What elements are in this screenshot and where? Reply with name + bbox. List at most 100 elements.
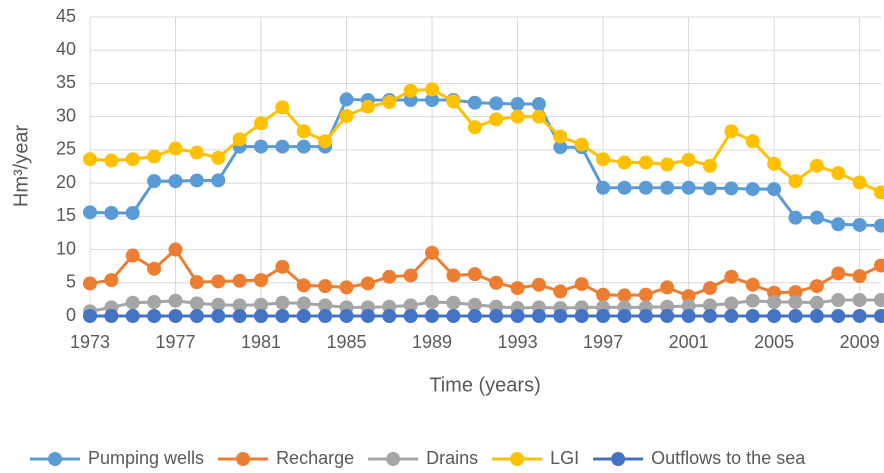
data-point	[425, 295, 440, 310]
data-point	[425, 245, 440, 260]
data-point	[745, 134, 760, 149]
legend-marker	[48, 452, 62, 466]
legend-marker	[611, 452, 626, 466]
data-point	[446, 268, 461, 283]
data-point	[745, 182, 760, 197]
x-axis-title: Time (years)	[429, 374, 540, 396]
series-line	[89, 247, 882, 298]
y-tick-label: 25	[56, 139, 76, 159]
data-point	[446, 309, 461, 323]
data-point	[211, 274, 226, 289]
y-tick-label: 45	[56, 6, 76, 26]
data-point	[425, 93, 440, 108]
data-point	[189, 309, 204, 323]
data-point	[788, 309, 803, 323]
data-point	[574, 277, 589, 292]
data-point	[510, 309, 525, 323]
data-point	[767, 309, 782, 323]
data-point	[617, 288, 632, 303]
data-point	[125, 206, 140, 221]
data-point	[339, 280, 354, 295]
data-point	[702, 281, 717, 296]
data-point	[874, 293, 884, 308]
data-point	[339, 109, 354, 124]
data-point	[168, 174, 183, 189]
data-point	[831, 266, 846, 281]
data-point	[809, 158, 824, 173]
data-point	[874, 258, 884, 273]
data-point	[617, 180, 632, 195]
data-point	[702, 298, 717, 313]
data-point	[788, 285, 803, 300]
data-point	[745, 277, 760, 292]
data-point	[638, 309, 653, 323]
data-point	[617, 155, 632, 170]
y-tick-label: 20	[56, 172, 76, 192]
data-point	[702, 181, 717, 196]
data-point	[403, 268, 418, 283]
data-point	[852, 175, 867, 190]
data-point	[638, 287, 653, 302]
data-point	[489, 96, 504, 111]
data-point	[211, 173, 226, 188]
data-point	[296, 124, 311, 139]
legend-label: LGI	[550, 448, 579, 468]
data-point	[681, 289, 696, 304]
data-point	[510, 281, 525, 296]
data-point	[596, 309, 611, 323]
x-tick-label: 1977	[155, 332, 195, 352]
data-point	[681, 180, 696, 195]
data-point	[702, 309, 717, 323]
y-tick-label: 10	[56, 238, 76, 258]
data-point	[168, 141, 183, 156]
data-point	[852, 309, 867, 323]
data-point	[531, 277, 546, 292]
data-point	[83, 276, 97, 291]
data-point	[681, 299, 696, 314]
data-point	[574, 309, 589, 323]
data-point	[83, 309, 97, 323]
data-point	[660, 280, 675, 295]
data-point	[809, 309, 824, 323]
data-point	[767, 295, 782, 310]
data-point	[531, 97, 546, 112]
data-point	[104, 206, 119, 221]
x-tick-label: 2005	[754, 332, 794, 352]
data-point	[125, 309, 140, 323]
data-point	[296, 309, 311, 323]
data-point	[232, 309, 247, 323]
data-point	[125, 295, 140, 310]
data-point	[232, 298, 247, 313]
data-point	[360, 99, 375, 114]
data-point	[382, 95, 397, 110]
legend-label: Recharge	[276, 448, 354, 468]
data-point	[147, 174, 162, 189]
data-point	[596, 152, 611, 167]
data-point	[874, 185, 884, 200]
data-point	[275, 100, 290, 115]
data-point	[467, 267, 482, 282]
data-point	[767, 156, 782, 171]
data-point	[745, 293, 760, 308]
data-point	[681, 152, 696, 167]
data-point	[660, 180, 675, 195]
data-point	[724, 269, 739, 284]
data-point	[852, 293, 867, 308]
data-point	[232, 273, 247, 288]
data-point	[788, 295, 803, 310]
data-point	[788, 210, 803, 225]
data-point	[831, 166, 846, 181]
data-point	[809, 295, 824, 310]
data-point	[168, 242, 183, 257]
data-point	[724, 296, 739, 311]
y-tick-label: 30	[56, 105, 76, 125]
data-point	[638, 180, 653, 195]
data-point	[189, 145, 204, 160]
data-point	[296, 296, 311, 311]
data-point	[211, 297, 226, 312]
data-point	[874, 218, 884, 233]
data-point	[403, 83, 418, 98]
y-tick-label: 35	[56, 72, 76, 92]
data-point	[809, 210, 824, 225]
